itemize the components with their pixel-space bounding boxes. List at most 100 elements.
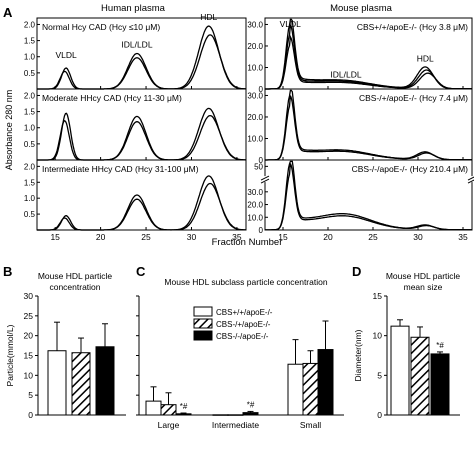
bar: [317, 349, 334, 416]
significance-mark: *#: [180, 402, 188, 411]
x-tick-label: 20: [96, 232, 106, 242]
chromatogram-trace: [37, 175, 246, 231]
peak-annotation: IDL/LDL: [330, 70, 361, 80]
axis-break-mark: [467, 179, 474, 184]
panel-c-hdl-subclass-concentration: Mouse HDL subclass particle concentratio…: [136, 277, 344, 430]
legend-swatch: [193, 318, 213, 329]
x-tick-label: 15: [278, 232, 288, 242]
y-tick-label: 0: [28, 410, 33, 420]
y-tick-label: 0.5: [24, 210, 36, 219]
axis-break-mark: [260, 178, 270, 184]
bar: [302, 362, 319, 416]
y-tick-label: 0: [259, 85, 264, 94]
bar: [175, 413, 192, 416]
category-label: Large: [158, 420, 180, 430]
x-tick-label: 15: [50, 232, 60, 242]
panel-a-chromatograms: 0.5 1.0 1.5 2.0 Normal Hcy CAD (Hcy ≤10 μM) V…: [24, 12, 474, 242]
peak-annotation: VLDL: [55, 50, 77, 60]
axis-break-mark: [467, 176, 474, 181]
chromatogram-trace: [265, 95, 472, 161]
y-tick-label: 0: [377, 410, 382, 420]
bar: [227, 414, 244, 416]
category-label: Intermediate: [212, 420, 260, 430]
human-plasma-title: Human plasma: [101, 3, 166, 14]
bar: [430, 353, 450, 416]
y-tick-label: 30: [24, 291, 34, 301]
panel-condition-label: Moderate HHcy CAD (Hcy 11-30 μM): [42, 93, 182, 103]
bar: [390, 325, 410, 416]
chromatogram-trace: [37, 182, 246, 231]
plot-frame: [36, 159, 247, 231]
significance-mark: *#: [247, 400, 255, 409]
bar: [71, 352, 91, 416]
panel-b-y-axis-label: Particle(mmol/L): [5, 324, 15, 386]
legend-label: CBS+/+/apoE-/-: [216, 308, 273, 317]
axis-break-gap: [262, 176, 268, 183]
bar: [287, 363, 304, 416]
y-tick-label: 25: [24, 311, 34, 321]
bar: [145, 400, 162, 416]
bar: [212, 414, 229, 416]
y-tick-label: 10: [24, 370, 34, 380]
y-tick-label: 2.0: [24, 20, 36, 29]
y-tick-label: 5: [377, 370, 382, 380]
y-tick-label: 30.0: [247, 20, 263, 29]
y-tick-label: 10.0: [247, 134, 263, 143]
y-tick-label: 2.0: [24, 162, 36, 171]
legend-label: CBS-/-/apoE-/-: [216, 332, 269, 341]
significance-mark: *#: [436, 341, 444, 350]
x-tick-label: 35: [458, 232, 468, 242]
y-tick-label: 20.0: [247, 201, 263, 210]
y-tick-label: 30.0: [247, 91, 263, 100]
panel-d-title-line2: mean size: [404, 282, 443, 292]
x-tick-label: 25: [141, 232, 151, 242]
y-tick-label: 15: [373, 291, 383, 301]
y-tick-label: 20.0: [247, 42, 263, 51]
y-tick-label: 20.0: [247, 113, 263, 122]
panel-c-title: Mouse HDL subclass particle concentratio…: [164, 277, 327, 287]
axis-break-mark: [260, 175, 270, 181]
x-tick-label: 25: [368, 232, 378, 242]
y-tick-label: 1.5: [24, 108, 36, 117]
x-tick-label: 30: [413, 232, 423, 242]
mouse-plasma-title: Mouse plasma: [330, 3, 392, 14]
chromatogram-trace: [37, 114, 246, 161]
panel-condition-label: CBS+/+/apoE-/- (Hcy 3.8 μM): [357, 22, 468, 32]
bar: [242, 412, 259, 416]
chromatogram-trace: [265, 24, 472, 90]
y-tick-label: 20: [24, 331, 34, 341]
a-x-axis-label: Fraction Number: [212, 237, 283, 248]
chromatogram-trace: [37, 34, 246, 90]
chromatogram-trace: [265, 34, 472, 90]
bar: [160, 404, 177, 416]
panel-letter-d: D: [352, 264, 361, 279]
panel-letter-a: A: [3, 5, 13, 20]
panel-letter-c: C: [136, 264, 146, 279]
panel-d-y-axis-label: Diameter(nm): [353, 329, 363, 381]
y-tick-label: 0.5: [24, 140, 36, 149]
x-tick-label: 20: [323, 232, 333, 242]
y-tick-label: 0.5: [24, 69, 36, 78]
panel-condition-label: Normal Hcy CAD (Hcy ≤10 μM): [42, 22, 160, 32]
panel-condition-label: Intermediate HHcy CAD (Hcy 31-100 μM): [42, 164, 199, 174]
y-tick-label: 1.5: [24, 37, 36, 46]
bar: [410, 336, 430, 416]
axis-break-gap: [469, 176, 474, 183]
peak-annotation: IDL/LDL: [121, 40, 152, 50]
panel-condition-label: CBS-/+/apoE-/- (Hcy 7.4 μM): [359, 93, 468, 103]
legend-swatch: [193, 330, 213, 341]
y-tick-label: 50: [254, 162, 263, 171]
y-tick-label: 10.0: [247, 213, 263, 222]
legend-label: CBS-/+/apoE-/-: [216, 320, 271, 329]
panel-b-title-line2: concentration: [49, 282, 100, 292]
y-tick-label: 2.0: [24, 91, 36, 100]
panel-b-title-line1: Mouse HDL particle: [38, 271, 113, 281]
chromatogram-trace: [265, 163, 472, 231]
chromatogram-trace: [37, 107, 247, 161]
y-tick-label: 10.0: [247, 63, 263, 72]
y-tick-label: 0: [259, 226, 264, 235]
bar: [47, 350, 67, 416]
